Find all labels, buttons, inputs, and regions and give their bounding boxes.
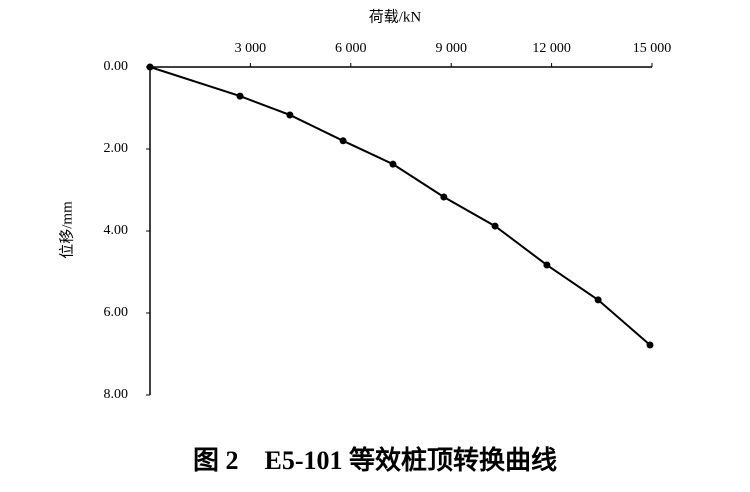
x-tick-label: 12 000 [532,41,571,56]
data-point [440,193,448,201]
data-point [594,296,602,304]
y-tick-label: 4.00 [104,223,129,238]
y-tick-label: 8.00 [104,387,129,402]
data-point [146,63,154,71]
caption: 图 2 E5-101 等效桩顶转换曲线 [193,445,557,475]
y-tick-label: 2.00 [104,141,129,156]
y-axis-title: 位移/mm [58,201,75,259]
data-point [339,137,347,145]
data-line [149,66,651,346]
y-tick-label: 0.00 [104,59,129,74]
data-point [646,341,654,349]
x-tick-label: 3 000 [235,41,267,56]
y-tick-label: 6.00 [104,305,129,320]
data-point [491,222,499,230]
data-point [543,261,551,269]
x-tick-label: 15 000 [633,41,672,56]
data-point [389,160,397,168]
x-axis-title: 荷载/kN [369,8,422,25]
data-point [286,111,294,119]
data-point [236,92,244,100]
x-tick-label: 9 000 [435,41,467,56]
x-tick-label: 6 000 [335,41,367,56]
